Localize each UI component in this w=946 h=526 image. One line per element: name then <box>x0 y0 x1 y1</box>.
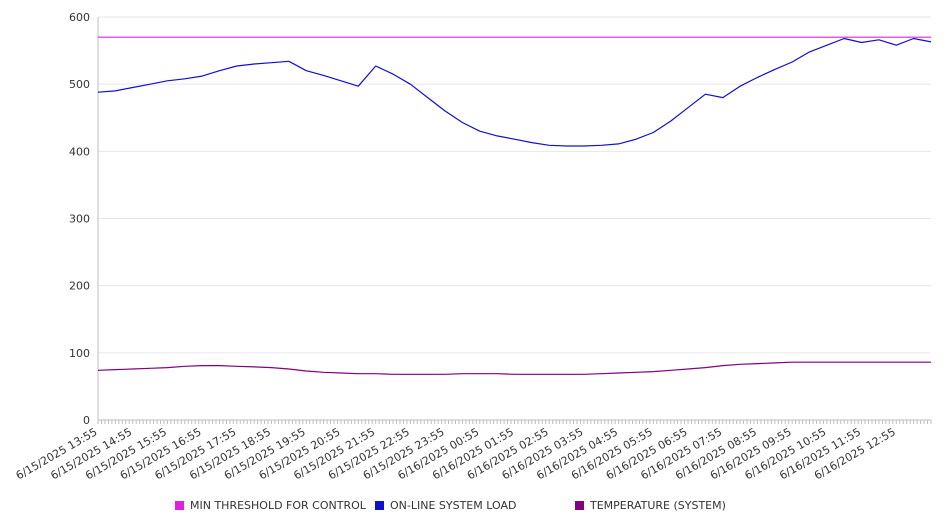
legend-swatch <box>575 501 584 510</box>
grid-lines <box>98 16 931 421</box>
axes <box>97 17 932 424</box>
series-lines <box>97 36 932 375</box>
y-tick-label: 600 <box>69 11 90 24</box>
y-tick-label: 200 <box>69 280 90 293</box>
x-axis-ticks: 6/15/2025 13:556/15/2025 14:556/15/2025 … <box>14 425 898 482</box>
y-tick-label: 0 <box>83 414 90 427</box>
legend-label: TEMPERATURE (SYSTEM) <box>589 499 726 512</box>
y-tick-label: 500 <box>69 78 90 91</box>
legend-swatch <box>175 501 184 510</box>
series-line-2 <box>97 361 931 375</box>
legend-label: MIN THRESHOLD FOR CONTROL <box>190 499 367 512</box>
y-axis-ticks: 0 100 200 300 400 500 600 <box>69 11 90 427</box>
series-line-1 <box>97 37 932 147</box>
legend-swatch <box>375 501 384 510</box>
legend: MIN THRESHOLD FOR CONTROL ON-LINE SYSTEM … <box>175 499 726 512</box>
y-tick-label: 300 <box>69 213 90 226</box>
legend-label: ON-LINE SYSTEM LOAD <box>390 499 516 512</box>
y-tick-label: 400 <box>69 145 90 158</box>
y-tick-label: 100 <box>69 347 90 360</box>
